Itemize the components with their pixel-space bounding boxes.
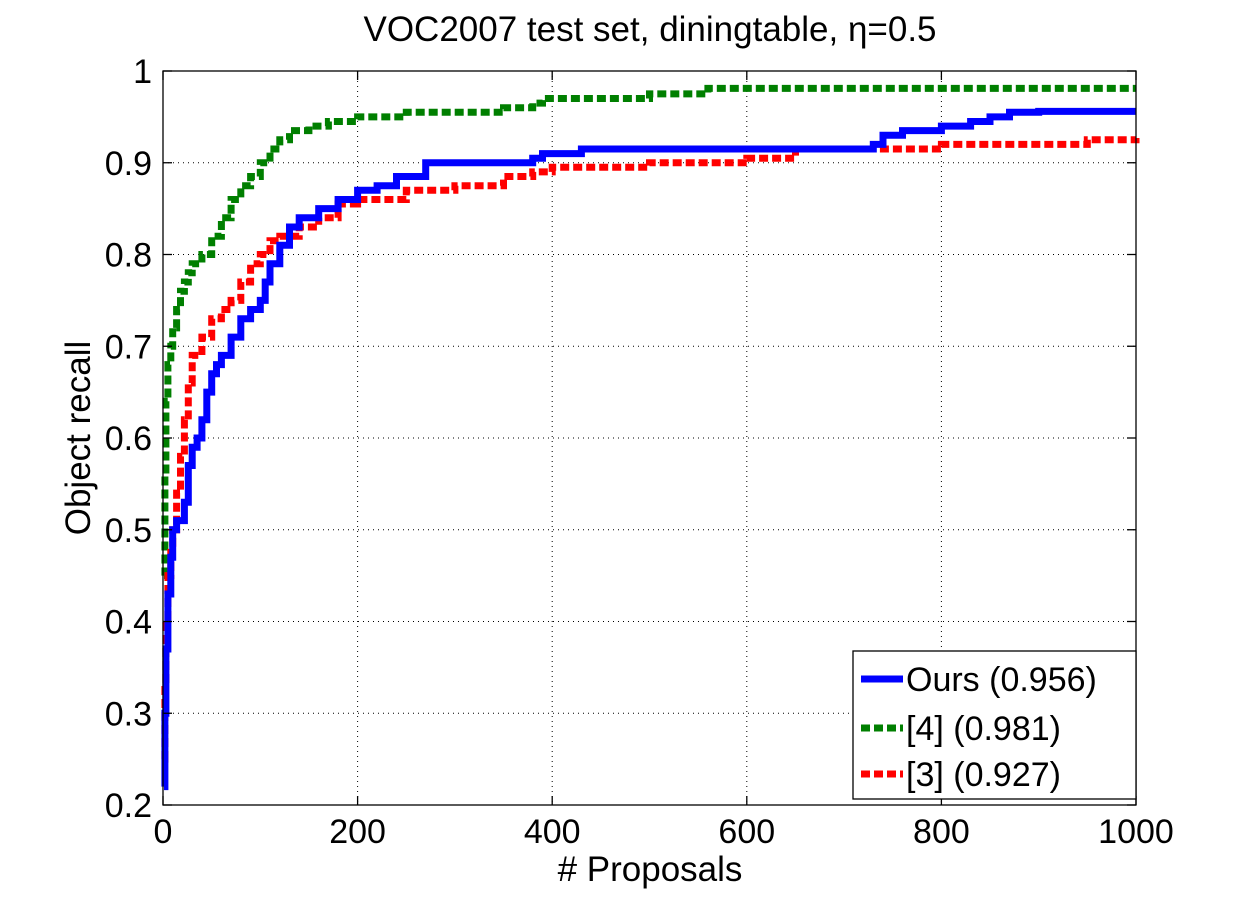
y-tick-label: 0.9	[105, 145, 152, 183]
chart-title: VOC2007 test set, diningtable, η=0.5	[363, 10, 936, 49]
x-tick-label: 800	[913, 813, 970, 851]
y-tick-label: 0.3	[105, 695, 152, 733]
legend-label-ref3: [3] (0.927)	[906, 756, 1061, 794]
x-tick-label: 400	[524, 813, 581, 851]
legend: Ours (0.956) [4] (0.981) [3] (0.927)	[852, 650, 1137, 800]
y-tick-label: 0.4	[105, 604, 152, 642]
y-tick-label: 0.5	[105, 512, 152, 550]
y-tick-label: 0.6	[105, 420, 152, 458]
y-axis-label: Object recall	[59, 341, 98, 536]
legend-label-ours: Ours (0.956)	[906, 661, 1097, 699]
x-tick-label: 600	[718, 813, 775, 851]
x-tick-label: 200	[329, 813, 386, 851]
ticks: 0 200 400 600 800 1000 0.2 0.3 0.4 0.5 0.6 0.7 0.8 0.…	[105, 53, 1174, 851]
y-tick-label: 0.2	[105, 787, 152, 825]
x-axis-label: # Proposals	[558, 850, 743, 889]
series-layer	[161, 84, 1140, 791]
y-tick-label: 1	[133, 53, 152, 91]
x-tick-label: 0	[154, 813, 173, 851]
series-line-ours	[161, 107, 1136, 791]
y-tick-label: 0.7	[105, 328, 152, 366]
x-tick-label: 1000	[1098, 813, 1174, 851]
y-tick-label: 0.8	[105, 237, 152, 275]
series-line-ref4	[161, 84, 1136, 580]
legend-label-ref4: [4] (0.981)	[906, 710, 1061, 748]
series-line-ref3	[161, 136, 1140, 763]
